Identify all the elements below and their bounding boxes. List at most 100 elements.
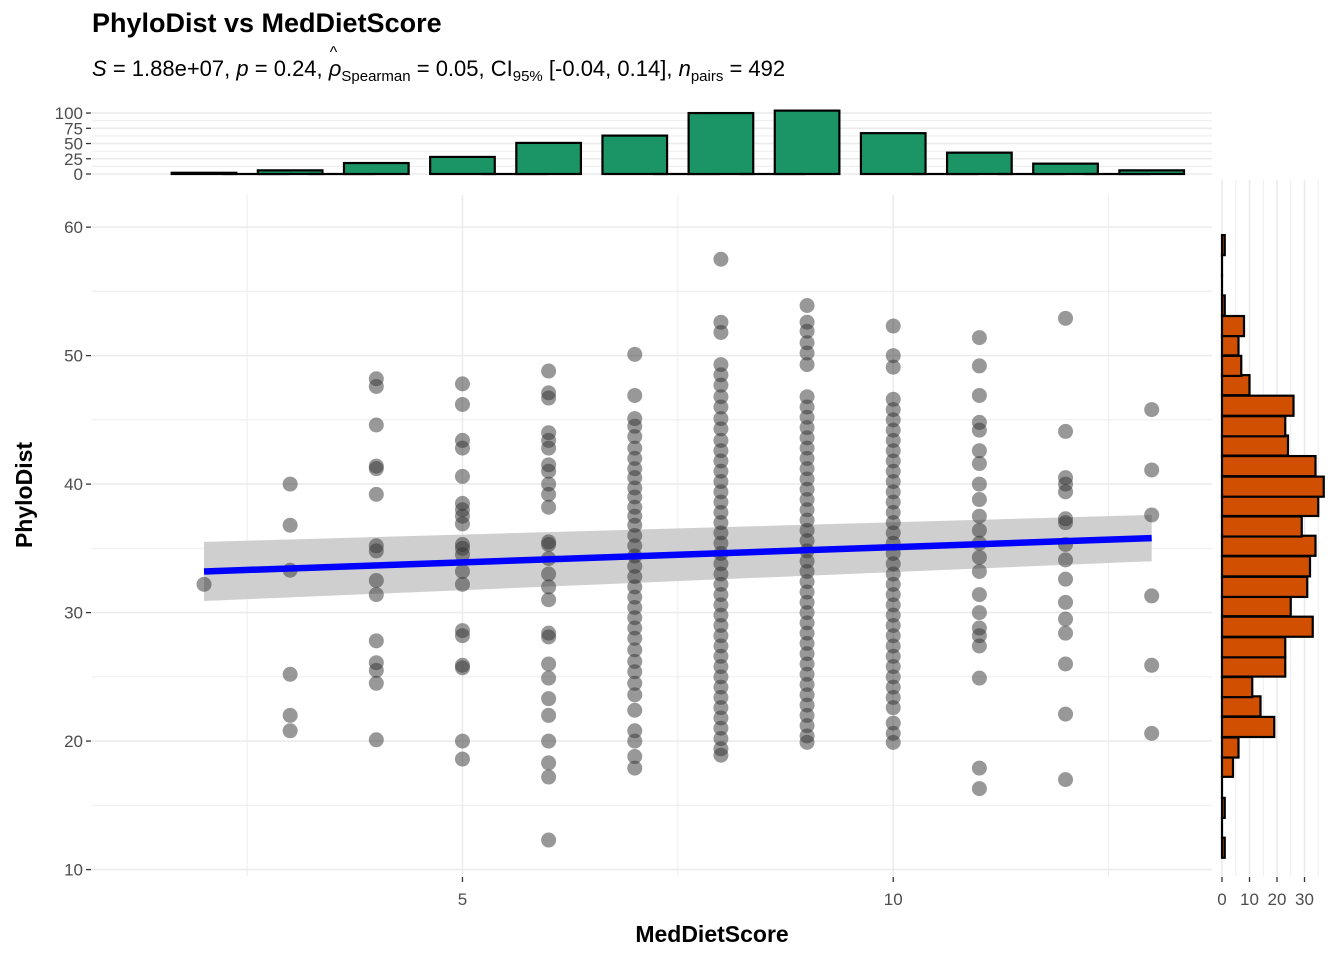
data-point (885, 422, 901, 438)
data-point (799, 389, 815, 405)
data-point (627, 675, 643, 691)
data-point (368, 662, 384, 678)
data-point (799, 481, 815, 497)
top-hist-bar (256, 169, 324, 176)
data-point (627, 733, 643, 749)
data-point (541, 769, 557, 785)
data-point (1058, 611, 1074, 627)
y-tick-label: 20 (64, 732, 83, 751)
right-hist-bar (1220, 415, 1287, 438)
top-hist-bar (429, 155, 496, 176)
data-point (454, 563, 470, 579)
right-hist-bar (1220, 515, 1303, 538)
data-point (1144, 507, 1160, 523)
top-hist-tick-label: 25 (64, 150, 83, 169)
data-point (885, 391, 901, 407)
data-point (799, 323, 815, 339)
data-point (799, 298, 815, 314)
data-point (971, 358, 987, 374)
data-point (713, 648, 729, 664)
data-point (799, 584, 815, 600)
data-point (196, 576, 212, 592)
data-point (799, 646, 815, 662)
data-point (454, 376, 470, 392)
data-point (627, 653, 643, 669)
data-point (885, 715, 901, 731)
chart-title: PhyloDist vs MedDietScore (92, 8, 442, 38)
data-point (368, 572, 384, 588)
data-point (713, 710, 729, 726)
data-point (541, 656, 557, 672)
data-point (885, 597, 901, 613)
data-point (454, 396, 470, 412)
right-hist-bar (1220, 836, 1226, 859)
data-point (713, 556, 729, 572)
top-hist-bar (945, 151, 1013, 176)
ci-label: CI (490, 56, 513, 81)
data-point (799, 656, 815, 672)
data-point (799, 734, 815, 750)
data-point (713, 720, 729, 736)
data-point (799, 471, 815, 487)
right-hist-bar (1220, 555, 1312, 578)
data-point (971, 443, 987, 459)
data-point (713, 314, 729, 330)
right-hist-bar (1220, 475, 1325, 498)
data-point (713, 679, 729, 695)
data-point (885, 648, 901, 664)
data-point (885, 504, 901, 520)
right-histogram (1220, 233, 1325, 859)
data-point (885, 432, 901, 448)
data-point (1058, 552, 1074, 568)
data-point (627, 610, 643, 626)
data-point (971, 492, 987, 508)
right-hist-bar (1220, 334, 1240, 357)
data-point (713, 747, 729, 763)
data-point (1058, 625, 1074, 641)
data-point (713, 535, 729, 551)
data-point (713, 700, 729, 716)
n-value: = 492 (729, 56, 786, 81)
fit-line (203, 534, 1152, 575)
data-point (713, 607, 729, 623)
data-point (541, 592, 557, 608)
data-point (713, 367, 729, 383)
data-point (541, 363, 557, 379)
data-point (627, 599, 643, 615)
data-point (799, 697, 815, 713)
data-point (713, 504, 729, 520)
n-sub: pairs (690, 68, 724, 85)
data-point (885, 576, 901, 592)
data-point (627, 418, 643, 434)
data-point (713, 525, 729, 541)
data-point (627, 620, 643, 636)
data-point (713, 251, 729, 267)
data-point (799, 492, 815, 508)
data-point (368, 732, 384, 748)
right-hist-bar (1220, 354, 1243, 378)
data-point (627, 450, 643, 466)
data-point (713, 515, 729, 531)
data-point (885, 689, 901, 705)
data-point (885, 402, 901, 418)
top-histogram (170, 109, 1186, 176)
right-hist-bar (1220, 615, 1314, 638)
data-point (1144, 588, 1160, 604)
top-hist-bar (859, 132, 927, 176)
data-point (1144, 462, 1160, 478)
data-point (454, 440, 470, 456)
data-point (885, 617, 901, 633)
right-hist-bar (1220, 595, 1292, 618)
data-point (799, 625, 815, 641)
data-point (454, 751, 470, 767)
y-tick-label: 10 (64, 861, 83, 880)
right-hist-tick-label: 30 (1295, 890, 1314, 909)
data-point (368, 633, 384, 649)
data-point (971, 387, 987, 403)
data-point (713, 421, 729, 437)
data-point (1144, 402, 1160, 418)
right-hist-bar (1220, 394, 1295, 417)
data-point (799, 357, 815, 373)
